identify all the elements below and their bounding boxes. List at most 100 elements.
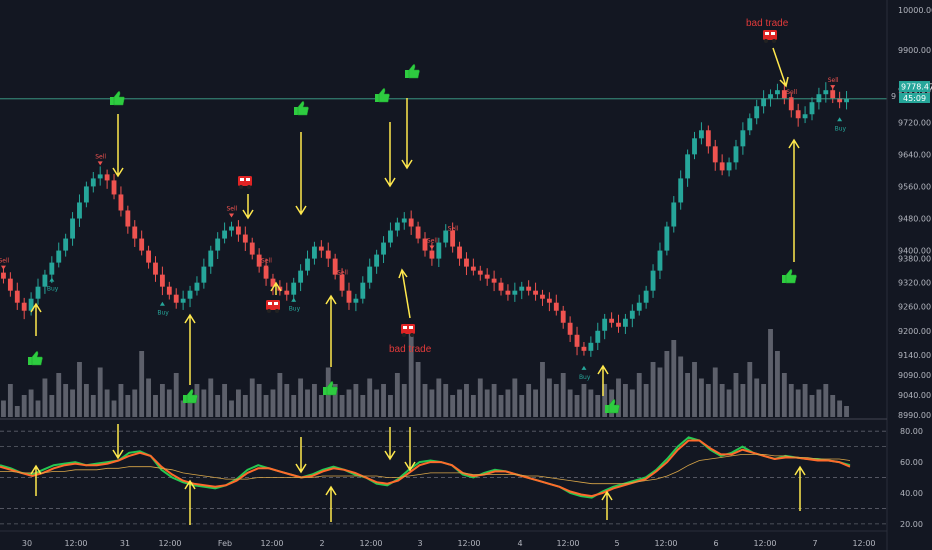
- time-tick-label: 12:00: [556, 539, 579, 548]
- yellow-arrow-diagonal-icon: [772, 47, 789, 88]
- candle: [256, 248, 262, 273]
- candle: [388, 222, 393, 248]
- candle: [560, 305, 566, 329]
- volume-bar: [712, 367, 718, 417]
- yellow-arrow-up-icon: [30, 464, 42, 496]
- volume-bar: [360, 395, 366, 417]
- candle: [21, 297, 27, 320]
- volume-bar: [685, 373, 691, 417]
- volume-bar: [388, 395, 393, 417]
- volume-bar: [726, 389, 732, 417]
- volume-bar: [194, 384, 200, 417]
- candle: [540, 289, 545, 306]
- buy-signal: Buy: [835, 117, 847, 132]
- svg-text:Sell: Sell: [448, 226, 459, 233]
- yellow-arrow-down-icon: [112, 114, 124, 178]
- thumbs-up-icon: [605, 399, 620, 414]
- volume-bar: [111, 400, 117, 417]
- candle: [132, 220, 138, 247]
- volume-bar: [353, 384, 359, 417]
- sell-signal: Sell: [427, 238, 438, 250]
- countdown-prefix-label: 9: [891, 92, 896, 101]
- volume-bar: [14, 406, 20, 417]
- candle: [111, 173, 117, 200]
- candle: [581, 341, 587, 356]
- volume-bar: [298, 378, 304, 417]
- yellow-arrow-up-icon: [601, 490, 613, 520]
- candle: [305, 250, 310, 276]
- candle: [201, 258, 207, 289]
- candle: [235, 220, 241, 242]
- yellow-arrow-down-icon: [384, 427, 396, 461]
- candle: [159, 266, 165, 296]
- yellow-arrow-down-icon: [295, 437, 307, 474]
- candle: [187, 285, 193, 308]
- price-tick-label: 9400.00: [898, 247, 931, 256]
- volume-bar: [277, 373, 283, 417]
- candle: [650, 264, 656, 298]
- volume-bar: [546, 378, 552, 417]
- volume-bar: [56, 373, 62, 417]
- candle: [249, 237, 255, 260]
- time-axis-ticks[interactable]: 30 12:00 31 12:00 Feb 12:00 2 12:00 3 12:00 4 12:00…: [22, 539, 876, 548]
- oscillator-axis-ticks: 80.00 60.00 40.00 20.00: [900, 427, 923, 529]
- volume-bar: [436, 378, 442, 417]
- candle: [678, 170, 684, 210]
- time-tick-label: 12:00: [359, 539, 382, 548]
- volume-bar: [429, 389, 435, 417]
- candle: [775, 83, 780, 100]
- volume-bar: [77, 362, 82, 417]
- time-tick-label: 7: [812, 539, 817, 548]
- volume-bar: [602, 384, 608, 417]
- volume-bar: [795, 389, 801, 417]
- volume-bar: [788, 384, 794, 417]
- volume-bar: [692, 362, 697, 417]
- candle: [491, 270, 497, 292]
- candle: [477, 265, 483, 281]
- candle: [63, 233, 69, 257]
- volume-bar: [567, 389, 573, 417]
- volume-bar: [553, 384, 559, 417]
- volume-bar: [132, 389, 138, 417]
- volume-bar: [809, 395, 815, 417]
- time-tick-label: 12:00: [852, 539, 875, 548]
- volume-bar: [312, 384, 317, 417]
- volume-bar: [35, 400, 41, 417]
- time-tick-label: 12:00: [64, 539, 87, 548]
- candle: [470, 258, 476, 276]
- volume-bar: [636, 373, 642, 417]
- oscillator-series-line: [0, 453, 851, 485]
- time-tick-label: 2: [319, 539, 324, 548]
- price-candles: [1, 82, 849, 357]
- thumbs-up-icon: [323, 381, 338, 396]
- sell-signal: Sell: [448, 226, 459, 238]
- oscillator-series-line: [0, 436, 851, 499]
- volume-bar: [263, 395, 269, 417]
- volume-bar: [118, 384, 124, 417]
- volume-bar: [42, 378, 48, 417]
- candle: [118, 186, 124, 217]
- candle: [526, 280, 532, 296]
- volume-bar: [837, 400, 843, 417]
- candle: [685, 149, 691, 187]
- candle: [90, 171, 96, 193]
- candle: [139, 230, 145, 256]
- candle: [42, 269, 48, 294]
- volume-bar: [650, 362, 656, 417]
- volume-bar: [498, 395, 504, 417]
- svg-text:Sell: Sell: [0, 258, 10, 265]
- volume-bar: [346, 389, 352, 417]
- candle: [588, 336, 594, 357]
- oscillator-tick-label: 20.00: [900, 520, 923, 529]
- candle: [747, 113, 753, 136]
- volume-bar: [802, 384, 808, 417]
- volume-bar: [560, 373, 566, 417]
- volume-bar: [1, 400, 6, 417]
- volume-bar: [505, 389, 511, 417]
- candle: [173, 288, 179, 309]
- candle: [422, 232, 428, 257]
- yellow-arrow-down-icon: [112, 424, 124, 460]
- volume-bar: [332, 384, 338, 417]
- candle: [636, 294, 642, 316]
